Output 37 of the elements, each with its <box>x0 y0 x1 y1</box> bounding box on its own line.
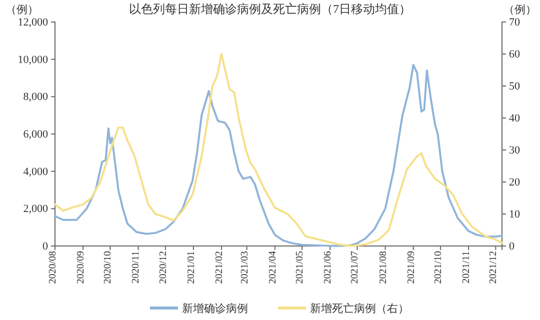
x-tick-label: 2021/11 <box>461 251 472 284</box>
legend-label: 新增死亡病例（右） <box>310 302 409 315</box>
x-tick-label: 2021/06 <box>322 251 334 284</box>
y2-tick-label: 50 <box>509 80 520 93</box>
y-tick-label: 2,000 <box>23 203 48 216</box>
x-tick-label: 2020/12 <box>158 251 169 284</box>
y2-tick-label: 20 <box>509 176 520 189</box>
y-axis-title: （例） <box>6 4 38 16</box>
x-tick-label: 2020/08 <box>48 251 58 284</box>
x-tick-label: 2021/02 <box>214 251 225 284</box>
y-tick-label: 6,000 <box>23 128 48 141</box>
x-tick-label: 2020/11 <box>130 251 142 284</box>
y2-tick-label: 60 <box>509 48 520 61</box>
y-tick-label: 8,000 <box>23 91 48 104</box>
x-tick-label: 2021/07 <box>350 251 361 284</box>
x-tick-label: 2021/05 <box>294 251 306 284</box>
y2-tick-label: 40 <box>509 112 520 125</box>
x-tick-label: 2021/10 <box>432 251 444 284</box>
y2-tick-label: 10 <box>509 208 520 221</box>
y-tick-label: 10,000 <box>18 54 48 66</box>
x-tick-label: 2021/08 <box>378 251 389 284</box>
y2-tick-label: 70 <box>509 16 520 29</box>
y2-axis-title: （例） <box>504 4 536 16</box>
y2-tick-label: 0 <box>509 240 515 253</box>
y-tick-label: 12,000 <box>18 16 48 29</box>
y-tick-label: 4,000 <box>23 166 48 178</box>
x-tick-label: 2021/12 <box>488 251 500 284</box>
x-tick-label: 2021/04 <box>267 251 278 284</box>
x-tick-label: 2021/09 <box>406 251 417 284</box>
x-tick-label: 2021/03 <box>239 251 250 284</box>
x-tick-label: 2020/10 <box>102 251 114 284</box>
chart-title: 以色列每日新增确诊病例及死亡病例（7日移动均值） <box>129 2 411 16</box>
y2-tick-label: 30 <box>509 144 520 157</box>
y-tick-label: 0 <box>42 240 48 253</box>
x-tick-label: 2021/01 <box>186 251 197 284</box>
legend-label: 新增确诊病例 <box>182 302 248 315</box>
x-tick-label: 2020/09 <box>76 251 87 284</box>
